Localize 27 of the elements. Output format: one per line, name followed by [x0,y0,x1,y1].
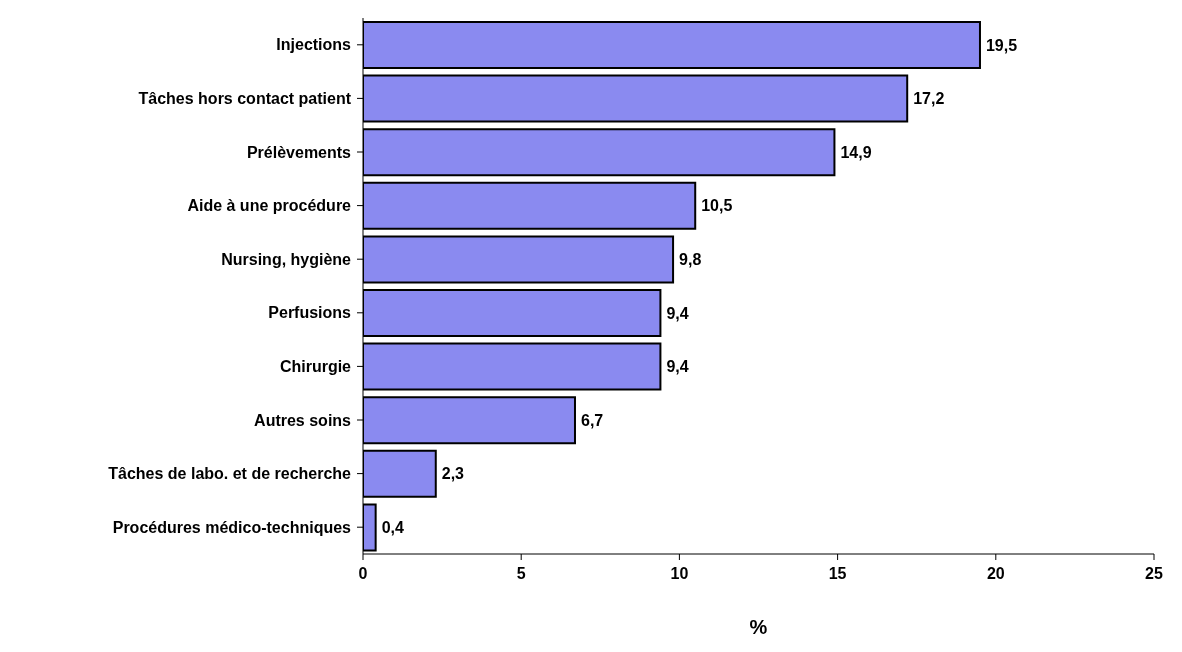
x-tick-label: 25 [1145,565,1163,583]
x-tick-label: 5 [516,565,526,583]
x-axis-title: % [749,616,768,638]
y-tick-label: Tâches hors contact patient [138,90,352,108]
data-label: 10,5 [701,197,733,215]
x-tick-label: 15 [828,565,847,583]
y-tick-label: Injections [276,36,352,54]
data-label: 0,4 [381,518,404,536]
x-tick-label: 20 [986,565,1005,583]
x-tick-label: 10 [670,565,689,583]
data-label: 9,4 [666,358,689,376]
y-tick-label: Perfusions [268,304,352,322]
y-tick-label: Prélèvements [246,143,352,161]
y-tick-label: Procédures médico-techniques [112,518,352,536]
data-label: 6,7 [580,411,604,429]
data-label: 9,4 [666,304,689,322]
x-tick-label: 0 [358,565,368,583]
y-tick-label: Autres soins [254,411,352,429]
data-label: 9,8 [679,250,702,268]
data-label: 2,3 [441,465,465,483]
y-tick-label: Tâches de labo. et de recherche [108,465,352,483]
data-label: 14,9 [840,143,872,161]
y-tick-label: Chirurgie [279,358,352,376]
y-tick-label: Aide à une procédure [187,197,352,215]
data-label: 19,5 [985,36,1018,54]
y-tick-label: Nursing, hygiène [221,250,352,268]
data-label: 17,2 [913,90,945,108]
